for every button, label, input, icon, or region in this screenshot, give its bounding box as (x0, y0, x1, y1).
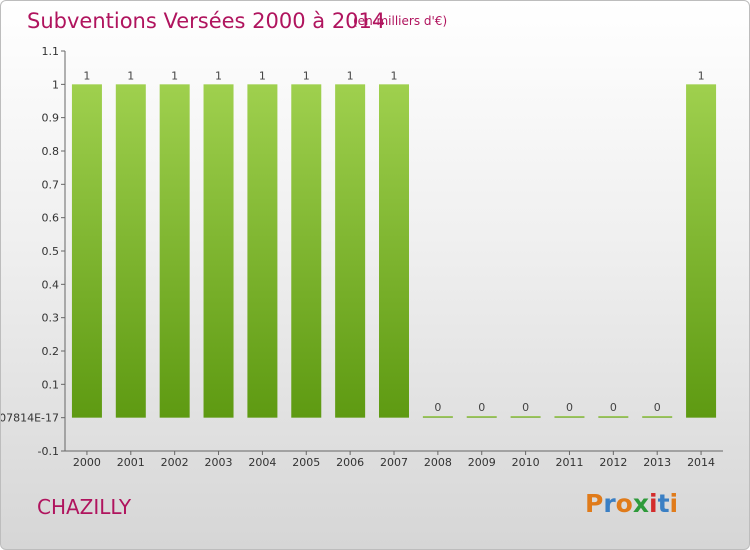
bar (203, 84, 234, 418)
y-tick-label: 0.6 (42, 212, 60, 225)
bar (247, 84, 278, 418)
chart-title: Subventions Versées 2000 à 2014 (27, 9, 386, 33)
bar-value-label: 0 (522, 401, 529, 414)
bar (335, 84, 366, 418)
bar-value-label: 0 (434, 401, 441, 414)
x-tick-label: 2012 (599, 456, 627, 469)
y-tick-label: 0.4 (42, 278, 60, 291)
bar-value-label: 0 (566, 401, 573, 414)
x-tick-label: 2006 (336, 456, 364, 469)
bar-value-label: 1 (215, 69, 222, 82)
x-tick-label: 2003 (205, 456, 233, 469)
bar (554, 416, 585, 418)
bar-value-label: 1 (698, 69, 705, 82)
bar-value-label: 1 (259, 69, 266, 82)
bar (466, 416, 497, 418)
x-tick-label: 2007 (380, 456, 408, 469)
proxiti-logo: Proxiti (585, 489, 679, 518)
x-tick-label: 2008 (424, 456, 452, 469)
y-tick-label: 1.1 (42, 45, 60, 58)
bar (71, 84, 102, 418)
y-tick-label: 0.1 (42, 378, 60, 391)
bar (115, 84, 146, 418)
x-tick-label: 2005 (292, 456, 320, 469)
bar (159, 84, 190, 418)
bar (291, 84, 322, 418)
bar-value-label: 1 (303, 69, 310, 82)
bar (422, 416, 453, 418)
y-tick-label: 1 (52, 78, 59, 91)
bar-value-label: 0 (654, 401, 661, 414)
bar (379, 84, 409, 418)
bar (598, 416, 629, 418)
bar-value-label: 1 (347, 69, 354, 82)
x-tick-label: 2002 (161, 456, 189, 469)
bar-value-label: 1 (83, 69, 90, 82)
x-tick-label: 2011 (555, 456, 583, 469)
x-tick-label: 2000 (73, 456, 101, 469)
bar (686, 84, 717, 418)
bar-value-label: 0 (610, 401, 617, 414)
x-tick-label: 2009 (468, 456, 496, 469)
bar-value-label: 1 (391, 69, 398, 82)
commune-name: CHAZILLY (37, 495, 132, 519)
bar-value-label: 0 (478, 401, 485, 414)
y-tick-label: -0.1 (38, 445, 59, 458)
y-tick-label: 0.5 (42, 245, 60, 258)
y-tick-label: 0.8 (42, 145, 60, 158)
bar-value-label: 1 (127, 69, 134, 82)
x-tick-label: 2013 (643, 456, 671, 469)
y-tick-label: 0.9 (42, 112, 60, 125)
y-tick-label: 0.3 (42, 312, 60, 325)
bar (642, 416, 673, 418)
x-tick-label: 2001 (117, 456, 145, 469)
y-tick-label: 0.7 (42, 178, 60, 191)
x-tick-label: 2004 (248, 456, 276, 469)
bar-value-label: 1 (171, 69, 178, 82)
unit-note: (en milliers d'€) (353, 14, 448, 28)
x-tick-label: 2010 (512, 456, 540, 469)
y-tick-label: 0.2 (42, 345, 60, 358)
y-tick-label: 1.3877787807814E-17 (1, 412, 59, 425)
bar (510, 416, 541, 418)
x-tick-label: 2014 (687, 456, 715, 469)
